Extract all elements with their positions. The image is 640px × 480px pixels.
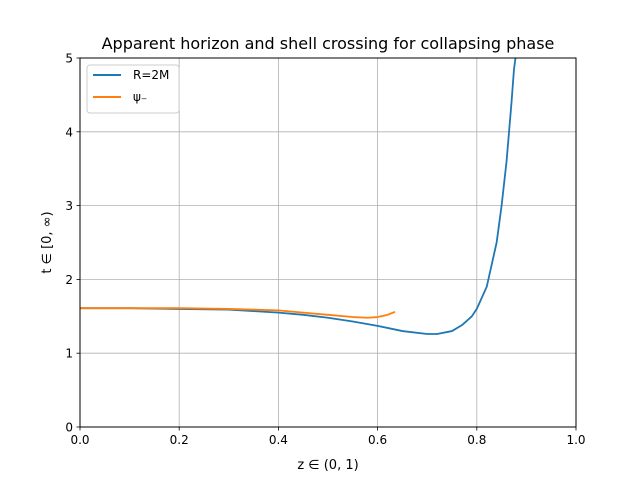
x-tick-label: 0.8 <box>467 433 486 447</box>
legend-label-r2m: R=2M <box>133 68 169 82</box>
x-tick-label: 0.4 <box>269 433 288 447</box>
y-tick-label: 1 <box>65 347 73 361</box>
x-axis-label: z ∈ (0, 1) <box>297 458 358 473</box>
y-tick-label: 3 <box>65 199 73 213</box>
series-lines <box>80 57 517 335</box>
x-tick-label: 1.0 <box>566 433 585 447</box>
legend-label-psi-minus: ψ₋ <box>133 90 147 104</box>
x-tick-label: 0.2 <box>170 433 189 447</box>
x-tick-label: 0.0 <box>70 433 89 447</box>
legend: R=2M ψ₋ <box>86 64 180 114</box>
y-tick-label: 0 <box>65 421 73 435</box>
y-tick-label: 4 <box>65 125 73 139</box>
y-tick-label: 2 <box>65 273 73 287</box>
series-line-psi-minus <box>80 307 396 319</box>
series-line-r2m <box>80 57 517 335</box>
chart-title: Apparent horizon and shell crossing for … <box>102 34 555 53</box>
y-tick-label: 5 <box>65 52 73 66</box>
legend-box <box>86 64 180 114</box>
x-tick-label: 0.6 <box>368 433 387 447</box>
plot-area <box>80 58 576 427</box>
plot-frame <box>79 57 577 428</box>
y-axis-label: t ∈ [0, ∞) <box>40 211 55 273</box>
axis-ticks: 0.0 0.2 0.4 0.6 0.8 1.0 0 1 2 3 4 5 <box>65 52 585 448</box>
